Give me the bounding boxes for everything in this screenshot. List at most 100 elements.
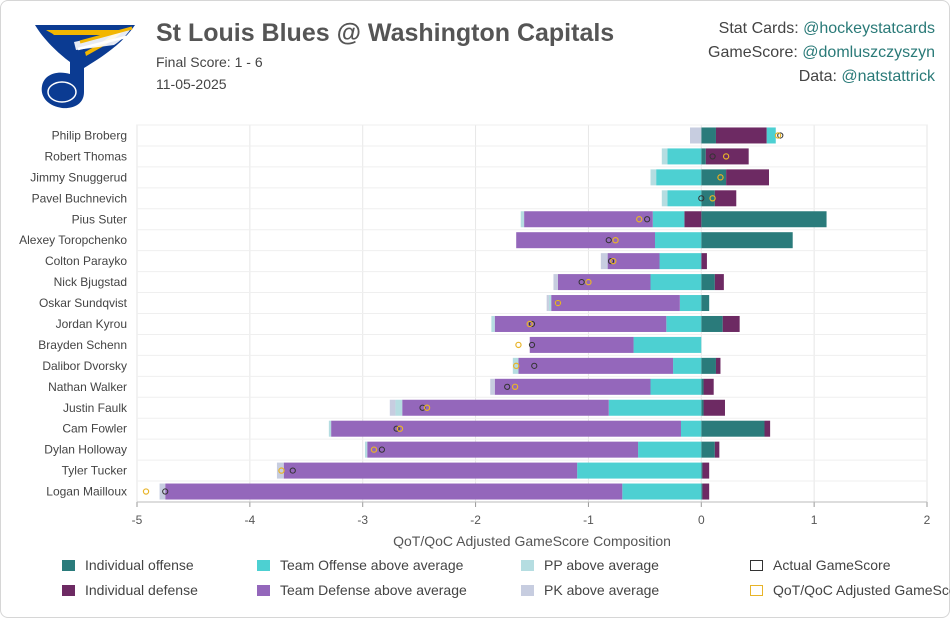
bar-individual-offense (701, 441, 715, 458)
bar-pp (328, 420, 332, 437)
bar-pp (548, 295, 552, 312)
player-label: Nick Bjugstad (54, 275, 127, 289)
bar-individual-defense (715, 357, 721, 374)
bar-individual-offense (701, 190, 715, 207)
x-tick-label: 2 (924, 513, 931, 527)
actual-gamescore-marker (528, 320, 536, 328)
player-label: Justin Faulk (63, 401, 128, 415)
adjusted-gamescore-marker (370, 446, 378, 453)
x-axis-label: QoT/QoC Adjusted GameScore Composition (393, 533, 671, 549)
bar-individual-offense (701, 274, 715, 291)
bar-pp (661, 148, 668, 165)
x-tick-label: 1 (811, 513, 818, 527)
player-label: Nathan Walker (48, 380, 127, 394)
bar-individual-offense (701, 462, 703, 479)
player-label: Brayden Schenn (38, 338, 127, 352)
actual-gamescore-marker (709, 153, 716, 160)
bar-team-offense (766, 127, 776, 144)
legend-label: PP above average (544, 557, 659, 573)
bar-individual-offense (701, 315, 723, 332)
actual-gamescore-marker (607, 258, 615, 265)
legend-swatch (750, 559, 763, 571)
bar-team-defense (607, 253, 660, 270)
credit-stat-cards: Stat Cards: @hockeystatcards (718, 20, 935, 37)
bar-team-defense (331, 420, 681, 437)
bar-team-offense (622, 483, 702, 500)
bar-pp (520, 211, 525, 228)
bar-individual-offense (701, 211, 827, 228)
adjusted-gamescore-marker (717, 174, 724, 181)
bar-team-offense (650, 378, 702, 395)
bar-individual-defense (705, 148, 749, 165)
bar-pp (364, 441, 368, 458)
legend: Individual offense Team Offense above ave… (0, 552, 950, 612)
player-label: Pius Suter (72, 212, 127, 226)
page-title: St Louis Blues @ Washington Capitals (156, 19, 615, 47)
bar-team-defense (551, 295, 680, 312)
bar-team-offense (633, 336, 702, 353)
actual-gamescore-marker (605, 237, 612, 244)
bar-individual-defense (714, 190, 737, 207)
bar-team-offense (608, 399, 702, 416)
adjusted-gamescore-marker (709, 195, 716, 202)
bar-team-offense (638, 441, 702, 458)
legend-item-pp: PP above average (521, 557, 659, 573)
bar-individual-defense (714, 274, 724, 291)
bar-pp (650, 169, 657, 186)
legend-label: Individual offense (85, 557, 194, 573)
bar-team-defense (518, 357, 674, 374)
bar-individual-defense (684, 211, 702, 228)
bar-team-defense (516, 232, 656, 249)
player-label: Jordan Kyrou (56, 317, 127, 331)
bar-individual-offense (701, 420, 765, 437)
legend-item-pk: PK above average (521, 582, 659, 598)
bar-individual-offense (701, 357, 716, 374)
actual-gamescore-marker (419, 404, 426, 411)
hockeystatcards-link[interactable]: @hockeystatcards (803, 20, 935, 37)
bar-individual-offense (701, 232, 793, 249)
adjusted-gamescore-marker (610, 257, 617, 265)
gamescore-chart: -5 -4 -3 -2 -1 0 1 2 QoT/QoC Adjusted GameScore … (19, 124, 931, 549)
bar-individual-defense (715, 127, 767, 144)
actual-gamescore-marker (504, 383, 511, 390)
legend-item-adjusted-marker: QoT/QoC Adjusted GameScore (750, 582, 950, 598)
adjusted-gamescore-marker (722, 153, 730, 160)
player-label: Pavel Buchnevich (32, 191, 127, 205)
legend-swatch (62, 559, 75, 571)
bar-individual-defense (722, 315, 740, 332)
legend-swatch (257, 559, 270, 571)
legend-item-individual-offense: Individual offense (62, 557, 194, 573)
domluszczyszyn-link[interactable]: @domluszczyszyn (802, 44, 935, 61)
bar-pk (600, 253, 608, 270)
bar-team-offense (680, 420, 702, 437)
bar-pp (395, 399, 403, 416)
bar-pk (553, 274, 558, 291)
game-date: 11-05-2025 (156, 76, 227, 92)
player-label: Tyler Tucker (62, 464, 127, 478)
player-label: Robert Thomas (45, 149, 127, 163)
bar-team-defense (283, 462, 578, 479)
player-label: Oskar Sundqvist (39, 296, 128, 310)
actual-gamescore-marker (531, 362, 538, 369)
bar-pk (276, 462, 284, 479)
bar-team-offense (652, 211, 685, 228)
bar-team-offense (650, 274, 702, 291)
bar-individual-defense (701, 253, 707, 270)
bar-individual-defense (714, 441, 720, 458)
adjusted-gamescore-marker (142, 488, 150, 495)
legend-label: QoT/QoC Adjusted GameScore (773, 582, 950, 598)
x-tick-label: -4 (245, 513, 256, 527)
bar-pk (546, 295, 549, 312)
bar-team-defense (494, 315, 667, 332)
blues-logo (35, 25, 135, 109)
bar-team-defense (165, 483, 623, 500)
natstattrick-link[interactable]: @natstattrick (841, 68, 935, 85)
adjusted-gamescore-marker (774, 132, 782, 139)
actual-gamescore-marker (528, 341, 536, 349)
legend-label: Actual GameScore (773, 557, 891, 573)
bar-individual-offense (701, 148, 706, 165)
credit-data: Data: @natstattrick (798, 68, 935, 85)
player-label: Dalibor Dvorsky (42, 359, 127, 373)
adjusted-gamescore-marker (526, 320, 533, 328)
x-tick-label: 0 (698, 513, 705, 527)
